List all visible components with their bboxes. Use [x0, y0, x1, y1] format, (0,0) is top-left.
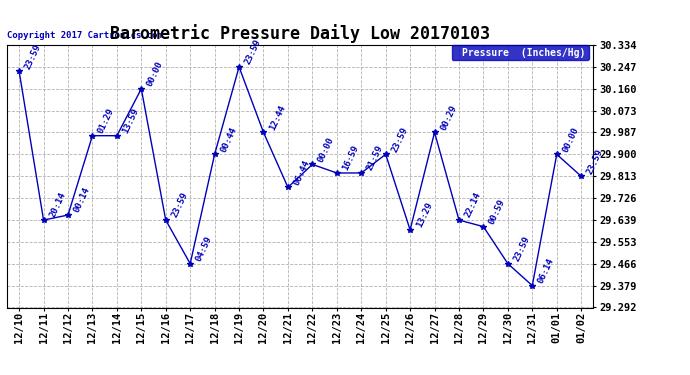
Line: Pressure  (Inches/Hg): Pressure (Inches/Hg): [17, 64, 584, 288]
Title: Barometric Pressure Daily Low 20170103: Barometric Pressure Daily Low 20170103: [110, 24, 490, 44]
Pressure  (Inches/Hg): [64, 213, 72, 217]
Text: 00:00: 00:00: [561, 125, 580, 153]
Text: 00:00: 00:00: [146, 60, 165, 88]
Pressure  (Inches/Hg): [504, 261, 512, 266]
Text: 06:44: 06:44: [292, 158, 312, 186]
Text: 16:59: 16:59: [341, 144, 360, 172]
Legend: Pressure  (Inches/Hg): Pressure (Inches/Hg): [451, 45, 589, 60]
Pressure  (Inches/Hg): [284, 185, 292, 190]
Text: 23:59: 23:59: [512, 235, 531, 263]
Pressure  (Inches/Hg): [406, 228, 414, 232]
Pressure  (Inches/Hg): [553, 152, 561, 157]
Text: 12:44: 12:44: [268, 104, 287, 132]
Pressure  (Inches/Hg): [431, 130, 439, 135]
Text: 23:59: 23:59: [585, 147, 605, 176]
Pressure  (Inches/Hg): [259, 130, 268, 135]
Pressure  (Inches/Hg): [455, 218, 463, 222]
Text: 06:14: 06:14: [536, 256, 556, 285]
Pressure  (Inches/Hg): [186, 261, 195, 266]
Text: 13:29: 13:29: [414, 201, 434, 229]
Text: 22:14: 22:14: [463, 191, 483, 219]
Text: 23:59: 23:59: [390, 125, 409, 153]
Text: 00:00: 00:00: [317, 135, 336, 164]
Pressure  (Inches/Hg): [15, 69, 23, 74]
Text: 23:59: 23:59: [243, 38, 263, 66]
Pressure  (Inches/Hg): [112, 134, 121, 138]
Text: 01:29: 01:29: [97, 107, 116, 135]
Text: 20:14: 20:14: [48, 191, 67, 219]
Text: 23:59: 23:59: [23, 42, 43, 70]
Pressure  (Inches/Hg): [528, 284, 536, 288]
Pressure  (Inches/Hg): [210, 152, 219, 157]
Pressure  (Inches/Hg): [161, 218, 170, 222]
Pressure  (Inches/Hg): [137, 87, 146, 91]
Text: 23:59: 23:59: [170, 191, 190, 219]
Pressure  (Inches/Hg): [382, 152, 390, 157]
Pressure  (Inches/Hg): [39, 218, 48, 222]
Text: 00:59: 00:59: [488, 198, 507, 226]
Pressure  (Inches/Hg): [235, 64, 243, 69]
Pressure  (Inches/Hg): [357, 171, 366, 175]
Pressure  (Inches/Hg): [88, 134, 97, 138]
Text: Copyright 2017 Cartronics.com: Copyright 2017 Cartronics.com: [7, 31, 163, 40]
Text: 00:14: 00:14: [72, 186, 92, 214]
Text: 21:59: 21:59: [366, 144, 385, 172]
Text: 00:29: 00:29: [439, 104, 458, 132]
Text: 00:44: 00:44: [219, 125, 238, 153]
Pressure  (Inches/Hg): [577, 174, 585, 178]
Pressure  (Inches/Hg): [308, 162, 317, 166]
Pressure  (Inches/Hg): [333, 171, 341, 175]
Text: 04:59: 04:59: [195, 235, 214, 263]
Text: 13:59: 13:59: [121, 107, 141, 135]
Pressure  (Inches/Hg): [480, 224, 488, 229]
